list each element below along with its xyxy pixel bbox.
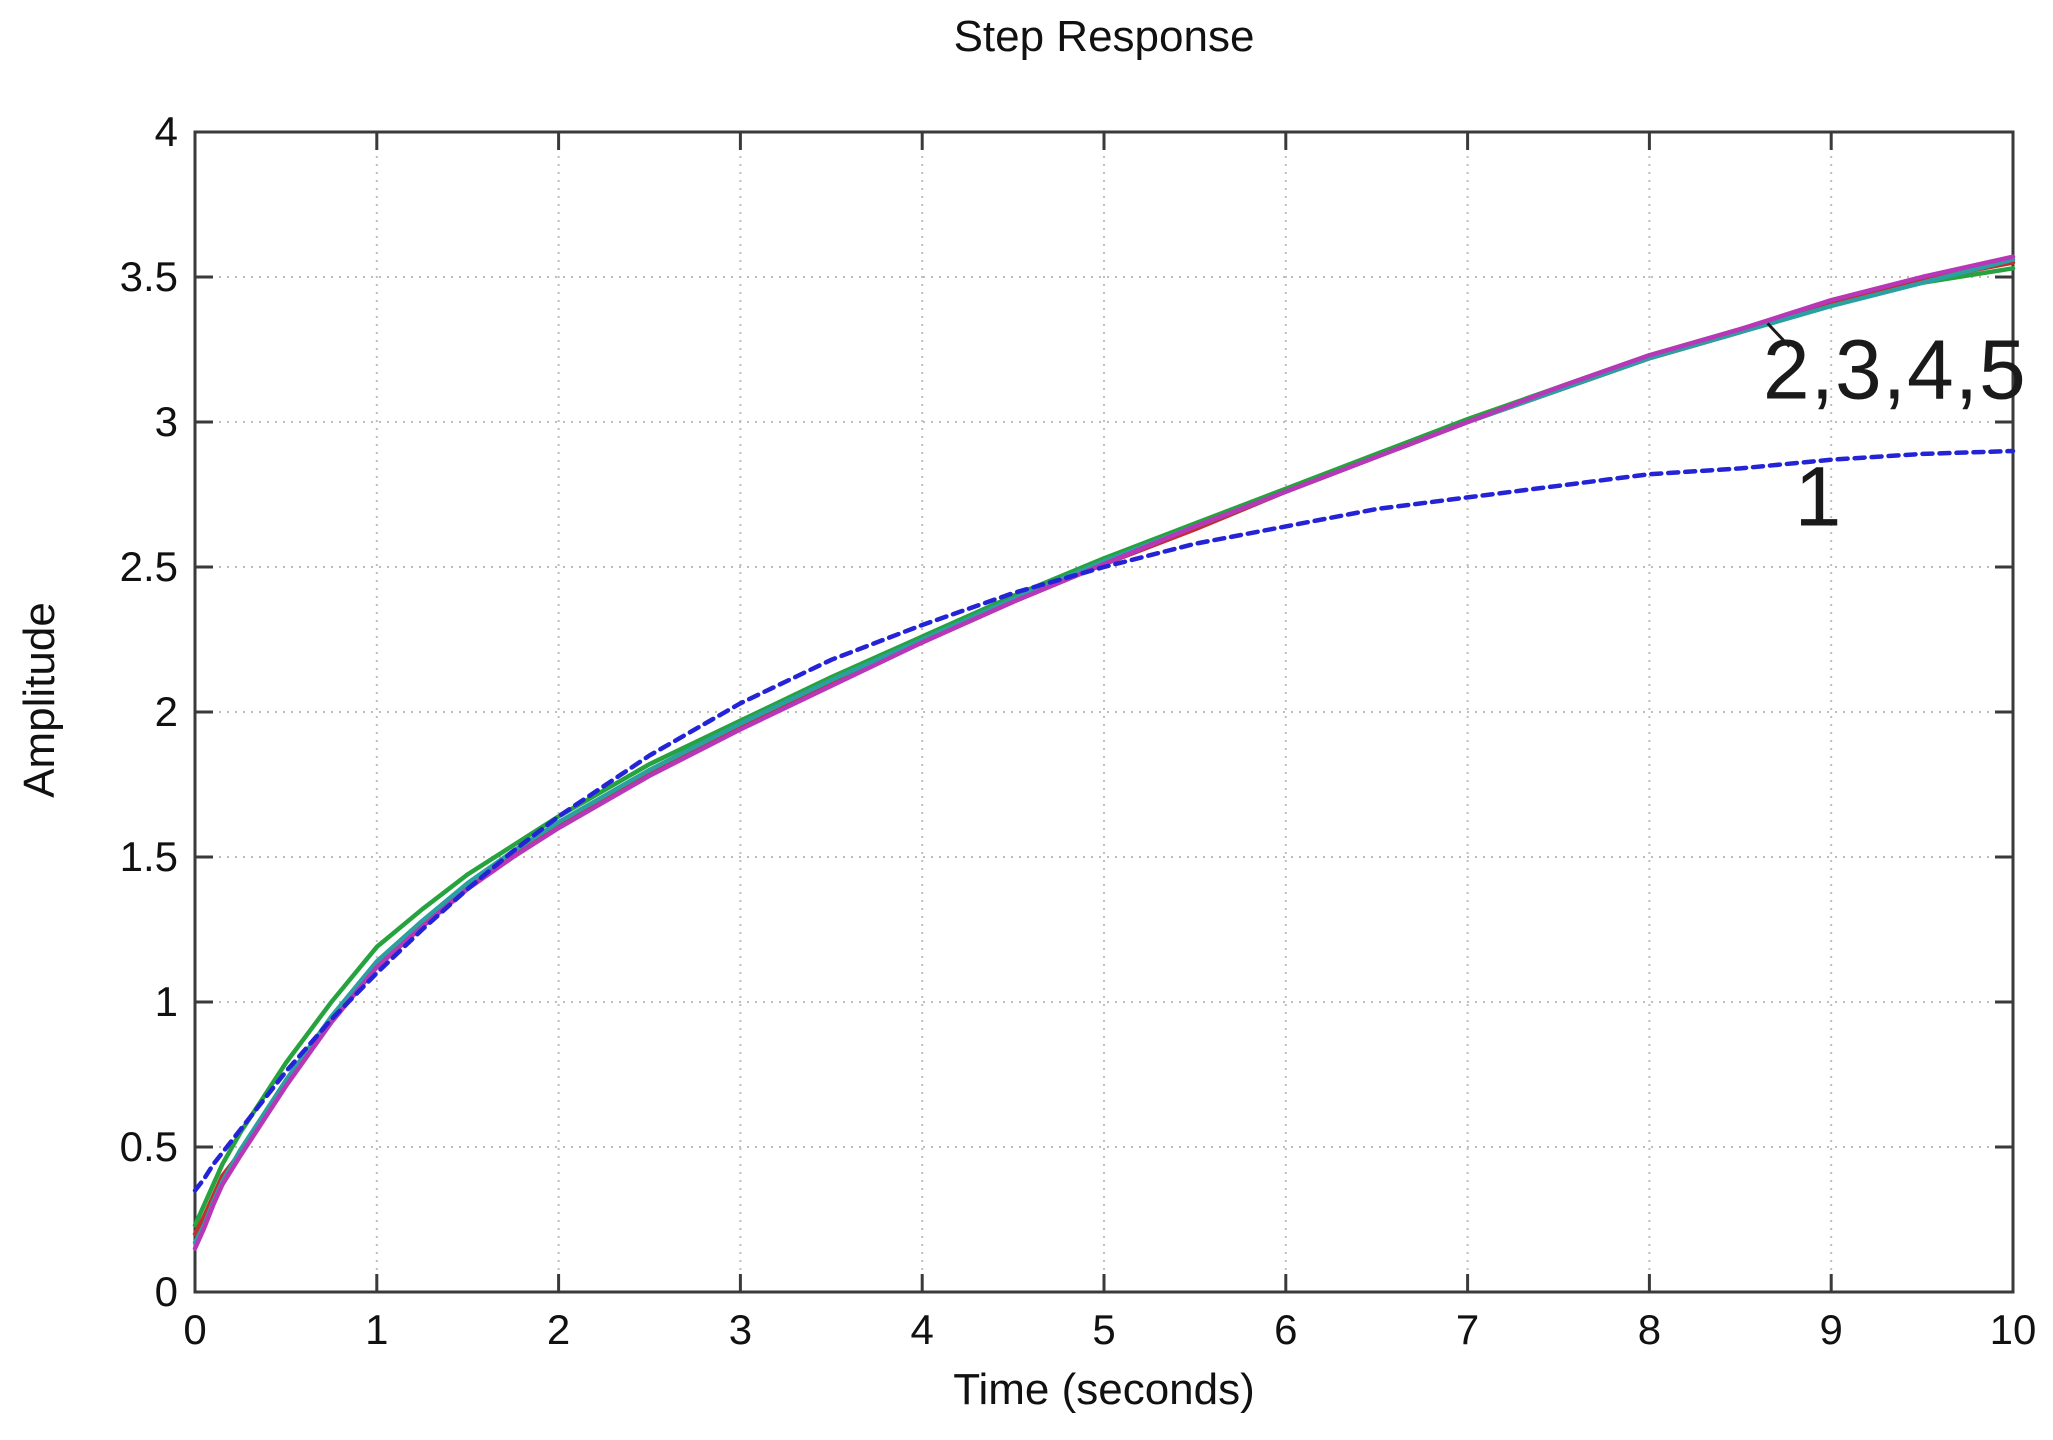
y-tick-label: 0.5 [119,1123,178,1170]
x-tick-label: 2 [546,1306,571,1353]
series-curve-1 [192,448,2016,1193]
y-tick-label: 1 [154,978,178,1025]
series-curve-5 [192,254,2016,1251]
y-tick-label: 4 [154,108,178,155]
x-tick-label: 4 [910,1306,934,1353]
x-tick-label: 3 [728,1306,753,1353]
y-tick-label: 3 [154,398,178,445]
x-tick-label: 6 [1274,1306,1298,1353]
y-tick-label: 3.5 [119,253,178,300]
chart-title: Step Response [953,12,1255,61]
y-tick-label: 2.5 [119,543,178,590]
x-tick-label: 10 [1989,1306,2037,1353]
x-tick-label: 8 [1637,1306,1662,1353]
x-tick-label: 5 [1092,1306,1116,1353]
y-tick-label: 0 [154,1268,178,1315]
series-curve-4 [192,257,2016,1245]
y-tick-label: 1.5 [119,833,178,880]
x-tick-label: 0 [183,1306,207,1353]
curve-label-1: 1 [1794,449,1843,544]
series-curve-2 [192,266,2016,1228]
curve-label-2345: 2,3,4,5 [1762,322,2027,417]
annotation-leader [1766,322,1791,348]
x-tick-label: 7 [1455,1306,1480,1353]
x-axis-label: Time (seconds) [953,1365,1255,1414]
x-tick-label: 1 [365,1306,389,1353]
y-tick-label: 2 [154,688,178,735]
x-tick-label: 9 [1819,1306,1843,1353]
